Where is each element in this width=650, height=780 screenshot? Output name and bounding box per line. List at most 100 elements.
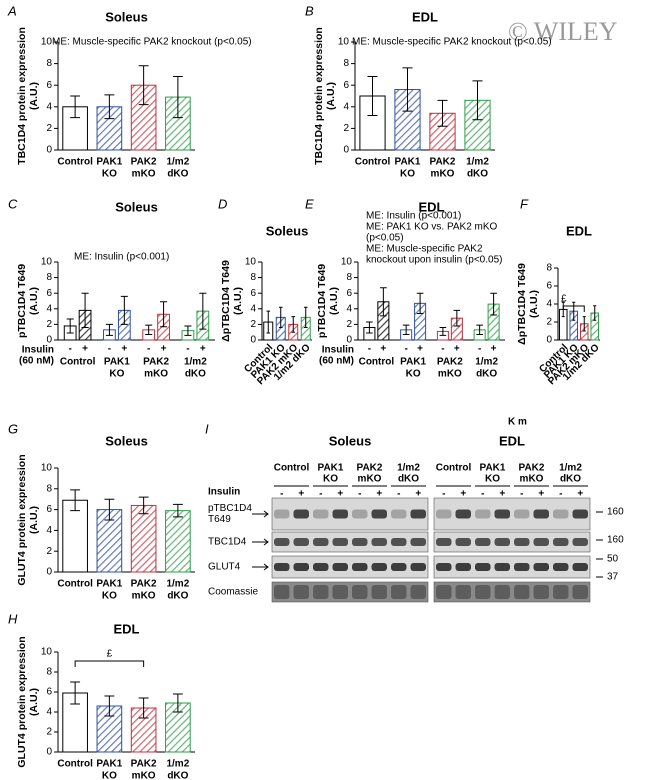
series-label: + (417, 344, 423, 355)
x-tick-label: KO (400, 169, 415, 180)
blot-group-label: KO (323, 474, 338, 485)
error-bar (582, 316, 586, 332)
error-bar (105, 323, 113, 336)
y-axis-label: GLUT4 protein expression (16, 636, 28, 767)
x-tick-label: PAK1 (395, 157, 421, 168)
blot-background (271, 555, 429, 579)
panel-letter: H (8, 611, 18, 626)
error-bar (437, 99, 448, 127)
y-tick-label: 6 (46, 288, 52, 299)
y-tick-label: 8 (250, 272, 256, 283)
blot-band (553, 563, 569, 571)
y-tick-label: 6 (46, 504, 52, 515)
error-bar (104, 94, 115, 120)
y-axis-label: (A.U.) (328, 287, 340, 315)
blot-band (313, 538, 329, 546)
blot-band (274, 509, 290, 519)
x-tick-label: dKO (167, 591, 188, 602)
x-tick-label: dKO (476, 369, 497, 380)
y-tick-label: 6 (250, 288, 256, 299)
chart-title: EDL (114, 621, 140, 636)
y-tick-label: 8 (46, 483, 52, 494)
chart-title: EDL (566, 223, 592, 238)
insulin-level: + (499, 489, 505, 500)
y-tick-label: 0 (343, 145, 349, 156)
series-label: + (200, 344, 206, 355)
error-bar (172, 76, 183, 119)
error-bar (160, 301, 168, 328)
error-bar (402, 324, 410, 336)
error-bar (472, 80, 483, 121)
panel-letter: D (218, 196, 227, 211)
series-label: + (380, 344, 386, 355)
blot-band (352, 585, 368, 599)
significance-bracket (74, 660, 145, 667)
error-bar (439, 327, 447, 336)
panel-letter: B (305, 3, 314, 18)
y-tick-label: 8 (46, 667, 52, 678)
error-bar (416, 292, 424, 314)
series-label: + (82, 344, 88, 355)
y-tick-label: 2 (546, 317, 552, 328)
insulin-level: + (577, 489, 583, 500)
blot-band (436, 538, 452, 546)
blot-band (371, 585, 387, 599)
y-tick-label: 10 (341, 257, 353, 268)
bar (130, 707, 157, 753)
y-tick-label: 2 (250, 319, 256, 330)
annotation: ME: Muscle-specific PAK2 knockout (p<0.0… (52, 37, 252, 48)
error-bar (138, 496, 149, 515)
y-tick-label: 2 (46, 123, 52, 134)
blot-row-label: pTBC1D4 (208, 503, 252, 514)
panel-letter: E (305, 196, 314, 211)
blot-band (475, 538, 491, 546)
y-tick-label: 4 (343, 101, 349, 112)
insulin-level: - (481, 489, 484, 500)
blot-band (352, 563, 368, 571)
blot-band (274, 563, 290, 571)
blot-band (475, 563, 491, 571)
error-bar (70, 95, 81, 119)
blot-band (533, 563, 549, 571)
x-tick-label: PAK2 (143, 357, 169, 368)
error-bar (366, 321, 373, 334)
annotation: ME: PAK1 KO vs. PAK2 mKO (366, 222, 498, 233)
marker-label: 50 (607, 554, 619, 565)
x-tick-label: 1/m2 (166, 579, 189, 590)
blot-band (391, 563, 407, 571)
y-tick-label: 8 (46, 58, 52, 69)
y-tick-label: 2 (346, 319, 352, 330)
chart-title: Soleus (266, 223, 309, 238)
row-arrow (252, 510, 269, 518)
marker-label: 160 (607, 535, 624, 546)
x-tick-label: KO (102, 591, 117, 602)
error-bar (561, 301, 565, 318)
blot-band (553, 509, 569, 519)
blot-band (572, 509, 588, 519)
x-tick-label: PAK2 (131, 759, 157, 770)
series-label: + (121, 344, 127, 355)
error-bar (66, 318, 74, 334)
series-label: + (454, 344, 460, 355)
series-label: - (441, 344, 444, 355)
blot-band (533, 509, 549, 519)
blot-group-label: dKO (560, 474, 581, 485)
annotation: ME: Insulin (p<0.001) (366, 211, 461, 222)
blot-band (514, 538, 530, 546)
insulin-level: + (376, 489, 382, 500)
y-axis-label: (A.U.) (28, 82, 40, 110)
x-tick-label: PAK1 (96, 579, 122, 590)
blot-band (436, 563, 452, 571)
x-tick-label: Control (355, 157, 391, 168)
bar (165, 510, 191, 573)
panel-letter: G (8, 421, 18, 436)
annotation: ME: Muscle-specific PAK2 (366, 244, 483, 255)
chart-title: Soleus (115, 199, 158, 214)
bar (130, 504, 157, 573)
y-axis-label: TBC1D4 protein expression (16, 27, 28, 165)
blot-background (271, 581, 429, 603)
y-axis-label: (A.U.) (528, 290, 540, 318)
x-tick-label: 1/m2 (184, 357, 207, 368)
blot-band (455, 585, 471, 599)
blot-band (436, 509, 452, 519)
